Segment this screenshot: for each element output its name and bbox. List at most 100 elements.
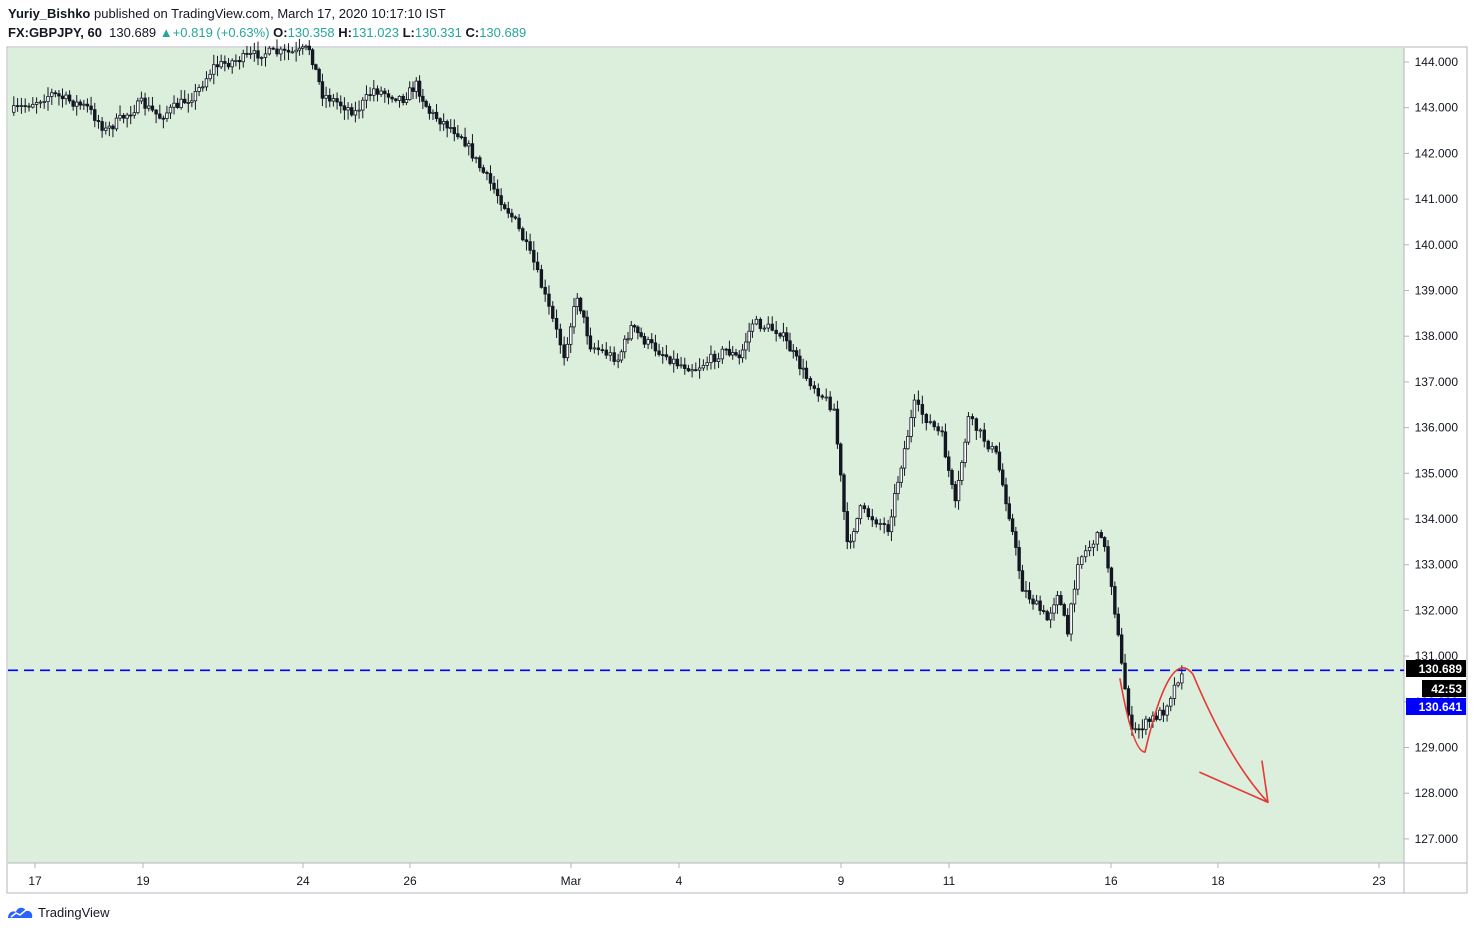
candle-body	[478, 157, 482, 169]
candle-body	[459, 136, 464, 139]
candle-body	[858, 505, 863, 520]
candle-body	[532, 249, 536, 263]
candle-body	[845, 511, 849, 543]
candle-body	[713, 353, 717, 362]
price-tick-label: 144.000	[1415, 55, 1459, 69]
candle-body	[1172, 684, 1177, 699]
candle-body	[510, 212, 514, 218]
candle-body	[569, 326, 573, 345]
candle-body	[778, 333, 782, 337]
candle-body	[15, 105, 20, 108]
candle-body	[71, 100, 75, 107]
candle-body	[683, 364, 687, 369]
candle-body	[1017, 547, 1021, 572]
candle-body	[361, 99, 365, 111]
candle-body	[204, 78, 209, 88]
candle-body	[290, 51, 295, 54]
candle-body	[889, 516, 894, 533]
candle-body	[414, 80, 418, 92]
candle-body	[307, 45, 311, 51]
candle-body	[104, 127, 108, 131]
candle-body	[747, 330, 751, 343]
candle-body	[197, 87, 201, 92]
time-axis[interactable]: 17 19 24 26 Mar 4 9 11 16 18 23	[28, 863, 1386, 888]
change-value: +0.819 (+0.63%)	[172, 25, 270, 40]
candle-body	[165, 112, 169, 119]
candle-body	[588, 335, 593, 350]
candle-body	[248, 52, 253, 55]
candle-body	[401, 95, 405, 103]
candle-body	[744, 341, 748, 351]
candle-body	[111, 125, 115, 130]
candle-body	[585, 316, 589, 337]
published-text: published on TradingView.com, March 17, …	[94, 6, 446, 21]
symbol-info-bar: FX:GBPJPY, 60 130.689 ▲+0.819 (+0.63%) O…	[8, 25, 526, 40]
red-freehand-drawing[interactable]	[1119, 667, 1269, 804]
candle-body	[467, 143, 471, 147]
candle-body	[1165, 705, 1169, 716]
candle-body	[42, 101, 46, 103]
price-tick-label: 129.000	[1415, 741, 1459, 755]
tradingview-footer[interactable]: TradingView	[6, 904, 110, 920]
candle-body	[653, 342, 658, 352]
candle-body	[731, 352, 735, 356]
candle-body	[1169, 698, 1173, 707]
candle-body	[886, 524, 890, 533]
last-price-badge-text: 130.689	[1419, 662, 1463, 676]
candle-body	[408, 87, 412, 101]
low-label: L:	[402, 25, 415, 40]
candle-body	[956, 480, 961, 502]
candle-body	[424, 100, 428, 107]
tradingview-logo-icon	[8, 907, 33, 918]
candle-body	[558, 328, 563, 346]
price-tick-label: 141.000	[1415, 192, 1459, 206]
candle-body	[1065, 614, 1070, 635]
plot-background[interactable]	[8, 48, 1404, 863]
candle-body	[565, 343, 570, 359]
candle-body	[27, 105, 31, 108]
candle-body	[828, 396, 832, 411]
candle-body	[470, 143, 475, 159]
candle-body	[23, 105, 27, 107]
candle-body	[629, 325, 633, 340]
time-tick-label: 19	[136, 874, 150, 888]
candle-body	[770, 323, 774, 331]
candle-body	[208, 73, 212, 80]
candle-body	[626, 338, 630, 341]
candle-body	[928, 421, 932, 424]
candle-body	[750, 323, 755, 332]
time-tick-label: 9	[838, 874, 845, 888]
candle-body	[578, 297, 583, 312]
symbol-label[interactable]: FX:GBPJPY, 60	[8, 25, 102, 40]
candle-body	[190, 100, 194, 103]
candle-body	[727, 348, 732, 356]
candle-series	[12, 38, 1184, 739]
candle-body	[331, 98, 336, 102]
candle-body	[219, 61, 223, 68]
candle-body	[481, 167, 486, 173]
candle-body	[1144, 718, 1148, 730]
candle-body	[994, 446, 998, 453]
author-name[interactable]: Yuriy_Bishko	[8, 6, 91, 21]
candle-body	[513, 216, 518, 219]
candle-body	[896, 481, 900, 494]
candle-body	[179, 98, 183, 108]
high-value: 131.023	[351, 25, 399, 40]
candle-body	[940, 430, 944, 433]
candle-body	[78, 101, 82, 106]
candle-body	[492, 182, 496, 190]
candle-body	[53, 92, 58, 95]
candle-body	[353, 110, 358, 116]
candle-body	[301, 46, 305, 49]
candle-body	[679, 364, 683, 367]
candle-body	[639, 332, 643, 337]
price-tick-label: 135.000	[1415, 466, 1459, 480]
candle-body	[427, 105, 432, 114]
candle-body	[368, 94, 372, 97]
candle-body	[1109, 567, 1114, 587]
candle-body	[912, 399, 917, 418]
candle-body	[724, 348, 728, 351]
candle-body	[592, 347, 597, 350]
candle-body	[38, 101, 43, 104]
